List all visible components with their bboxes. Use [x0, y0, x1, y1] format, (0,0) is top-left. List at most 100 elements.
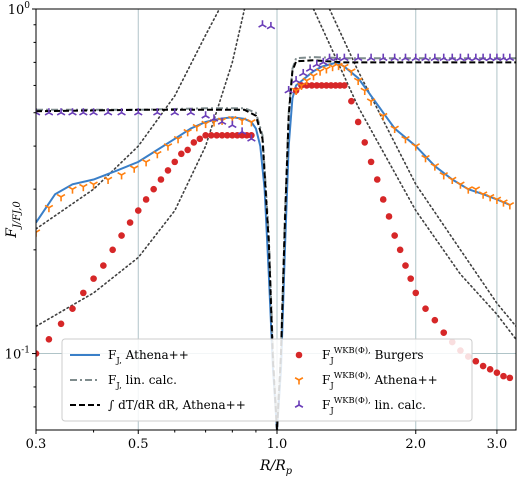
- series-4-point-0: [36, 229, 41, 237]
- series-5-point-1: [44, 108, 54, 116]
- series-4-point-34: [378, 112, 388, 121]
- series-4-point-22: [297, 82, 306, 90]
- series-4-point-13: [183, 128, 192, 137]
- series-3-point-53: [422, 305, 429, 312]
- series-5-point-10: [170, 108, 180, 116]
- series-3-point-63: [500, 372, 507, 380]
- series-3-point-60: [479, 362, 487, 370]
- series-3-point-4: [80, 289, 87, 297]
- x-tick-label-2: 1.0: [267, 437, 288, 452]
- series-4-point-2: [56, 193, 66, 202]
- series-5-point-5: [89, 108, 98, 116]
- series-4-point-44: [471, 186, 481, 194]
- series-3-point-8: [118, 232, 125, 239]
- series-3-point-22: [213, 131, 221, 139]
- series-5-point-9: [153, 108, 162, 116]
- series-4-point-33: [366, 98, 376, 106]
- series-3-point-37: [327, 82, 335, 89]
- x-axis-label: R/Rp​: [259, 458, 293, 477]
- series-4-point-40: [439, 171, 449, 180]
- series-3-point-17: [184, 146, 191, 154]
- series-4-point-9: [141, 158, 151, 167]
- series-5: [36, 20, 515, 142]
- series-5-point-4: [79, 108, 88, 116]
- series-3-point-33: [308, 82, 316, 89]
- series-3-point-24: [223, 131, 231, 139]
- series-3-point-40: [341, 82, 348, 89]
- series-4-point-10: [153, 150, 162, 159]
- series-4-point-21: [291, 87, 301, 96]
- reference-curve-0: [36, 9, 246, 328]
- series-4-point-19: [237, 117, 247, 125]
- series-3-point-43: [361, 139, 369, 146]
- series-4-point-20: [247, 119, 256, 127]
- series-4-point-26: [322, 65, 331, 74]
- series-4-point-35: [390, 125, 399, 133]
- series-4-point-11: [163, 143, 173, 151]
- reference-curve-2: [328, 9, 516, 328]
- series-5-point-39: [456, 53, 465, 62]
- series-3-point-62: [493, 369, 501, 376]
- series-4-point-36: [401, 135, 410, 144]
- series-4-point-43: [463, 186, 473, 194]
- series-5-point-34: [411, 53, 421, 62]
- legend-box: [61, 338, 473, 422]
- series-3-point-3: [69, 305, 76, 312]
- series-3-point-54: [431, 316, 439, 324]
- x-tick-label-0: 0.3: [26, 437, 47, 452]
- series-3-point-9: [126, 219, 134, 226]
- series-4-point-38: [421, 154, 430, 163]
- series-3-point-14: [164, 167, 172, 174]
- series-4-point-41: [447, 176, 457, 185]
- y-tick-label-0: 10-1: [5, 346, 30, 363]
- x-tick-label-3: 2.0: [405, 437, 426, 452]
- series-4-point-25: [315, 68, 325, 76]
- legend-swatch-3: [295, 351, 303, 359]
- series-4-point-42: [456, 181, 465, 189]
- x-tick-label-4: 3.0: [487, 437, 508, 452]
- series-5-point-23: [305, 64, 315, 72]
- series-5-point-26: [325, 53, 334, 62]
- series-5-point-46: [505, 53, 515, 62]
- series-4-point-49: [505, 201, 515, 210]
- series-4-point-31: [353, 77, 363, 86]
- series-4-point-47: [492, 196, 502, 204]
- series-5-point-36: [430, 53, 440, 62]
- series-5-point-22: [298, 68, 308, 77]
- series-4-point-7: [117, 171, 126, 180]
- series-4-point-24: [309, 72, 318, 81]
- series-3-point-45: [373, 176, 381, 183]
- series-3-point-15: [171, 158, 179, 166]
- series-5-point-13: [209, 114, 219, 122]
- series-3-point-47: [385, 213, 393, 220]
- series-5-point-43: [485, 53, 495, 62]
- legend-label-3: FJ​WKB(Φ),​ Burgers: [322, 345, 424, 365]
- series-3-point-10: [134, 207, 142, 214]
- series-5-point-42: [478, 53, 488, 62]
- series-5-point-12: [201, 111, 210, 119]
- series-3-point-34: [313, 82, 321, 89]
- series-3-point-16: [178, 150, 185, 158]
- series-5-point-21: [291, 76, 301, 84]
- series-3-point-23: [218, 131, 226, 139]
- series-3-point-2: [57, 320, 65, 328]
- series-3-point-11: [142, 196, 150, 203]
- series-5-point-25: [318, 57, 328, 66]
- y-tick-label-1: 100: [8, 1, 31, 18]
- series-4-point-8: [129, 165, 139, 173]
- series-3-point-36: [323, 82, 330, 89]
- series-4-point-29: [340, 63, 349, 72]
- series-3-point-42: [354, 118, 362, 126]
- series-3-point-64: [506, 374, 514, 382]
- series-5-point-8: [133, 108, 143, 116]
- series-4-point-39: [430, 163, 440, 171]
- series-3-point-49: [396, 246, 404, 254]
- series-5-point-11: [186, 108, 196, 116]
- series-3-point-7: [109, 246, 116, 254]
- series-5-point-32: [390, 53, 399, 62]
- series-4-point-32: [360, 87, 370, 96]
- legend-swatch-4: [294, 377, 304, 385]
- series-3-point-20: [202, 131, 209, 139]
- series-5-point-3: [68, 108, 77, 116]
- series-4-point-4: [79, 183, 88, 192]
